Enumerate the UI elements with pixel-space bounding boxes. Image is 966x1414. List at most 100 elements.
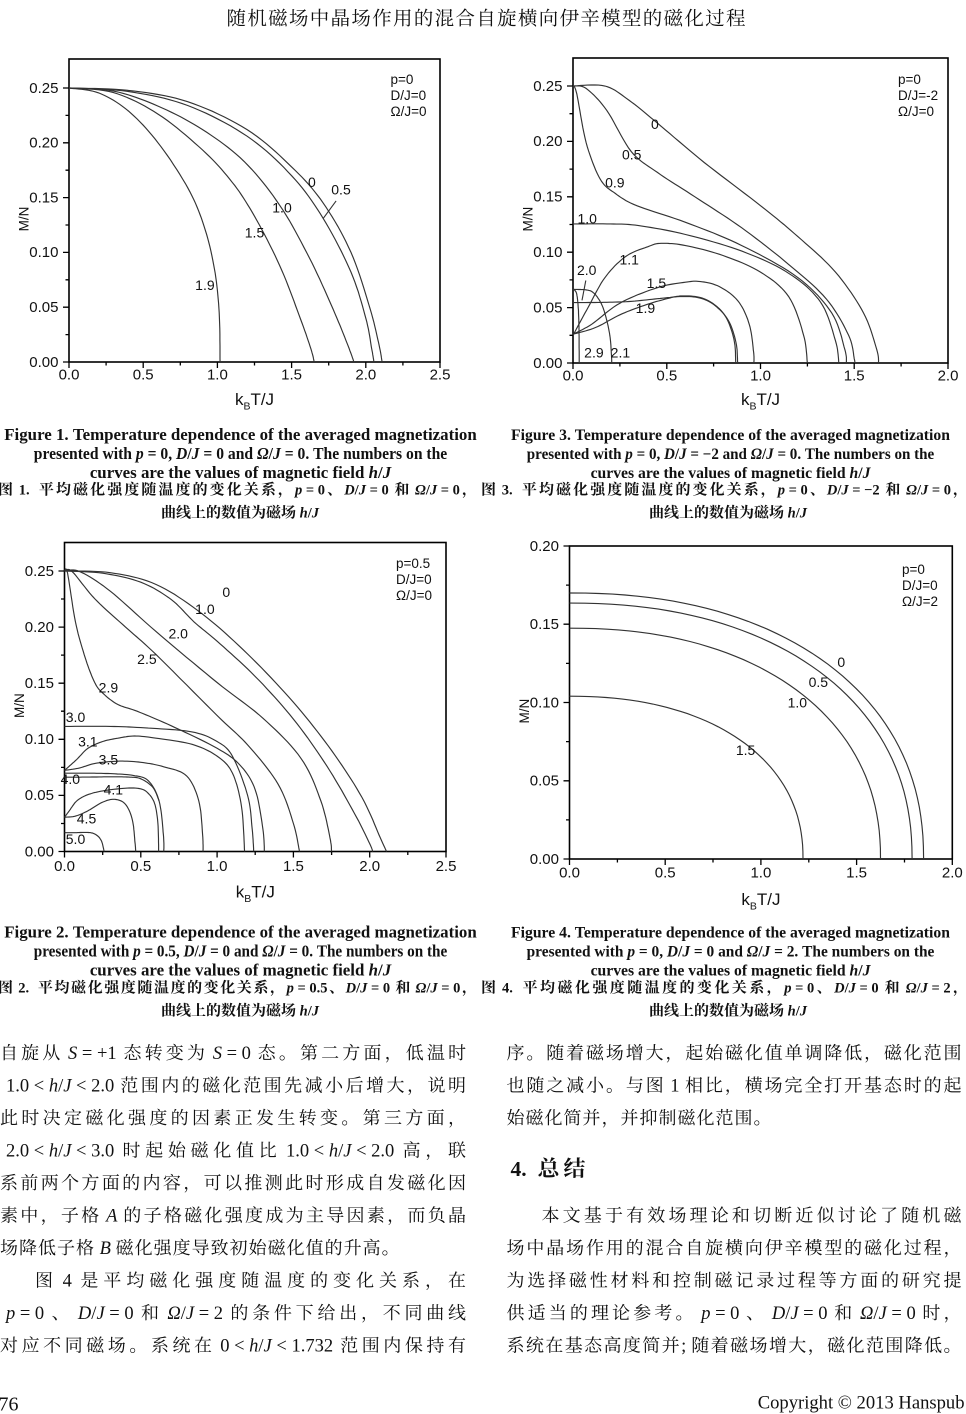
svg-text:0.25: 0.25 [533,78,562,95]
svg-text:2.5: 2.5 [137,651,157,667]
svg-text:1.0: 1.0 [788,694,808,710]
svg-text:1.0: 1.0 [195,601,215,617]
svg-text:2.0: 2.0 [168,626,188,642]
svg-text:Ω/J=0: Ω/J=0 [898,104,934,119]
svg-text:D/J=0: D/J=0 [391,88,427,103]
svg-text:A: A [102,1207,123,1227]
svg-text:p = 0: p = 0 [782,981,814,997]
svg-text:3.0: 3.0 [66,709,86,725]
svg-text:0.00: 0.00 [533,355,562,372]
svg-text:1.0: 1.0 [750,865,771,882]
svg-text:0.5: 0.5 [809,674,829,690]
svg-text:0.5: 0.5 [331,182,351,198]
svg-text:0.00: 0.00 [530,851,559,868]
svg-text:h/J: h/J [784,1004,808,1020]
svg-text:2.9: 2.9 [99,680,119,696]
svg-text:1.0: 1.0 [207,858,228,875]
svg-text:presented with p = 0.5, D/J =: presented with p = 0.5, D/J = 0 and Ω/J … [34,943,447,961]
svg-text:0: 0 [651,116,659,132]
svg-text:1.9: 1.9 [636,300,656,316]
svg-text:0.9: 0.9 [605,174,625,190]
svg-text:0.0: 0.0 [59,367,80,384]
svg-text:0.00: 0.00 [29,354,58,371]
svg-text:2.0 < h/J < 3.0: 2.0 < h/J < 3.0 [6,1142,119,1162]
svg-text:3.1: 3.1 [78,733,98,749]
svg-text:D/J=0: D/J=0 [396,572,432,587]
svg-text:4.: 4. [511,1157,527,1181]
svg-text:presented with p = 0, D/J = −2: presented with p = 0, D/J = −2 and Ω/J =… [527,446,935,463]
svg-text:1.5: 1.5 [736,742,756,758]
svg-text:0.20: 0.20 [29,135,58,152]
svg-text:presented with p = 0, D/J = 0: presented with p = 0, D/J = 0 and Ω/J = … [527,943,935,960]
svg-text:3.: 3. [498,483,520,499]
svg-text:Ω/J = 0: Ω/J = 0 [903,483,952,499]
svg-text:Figure 3. Temperature dependen: Figure 3. Temperature dependence of the … [511,427,950,444]
svg-text:Ω/J=2: Ω/J=2 [902,594,938,609]
svg-text:1.5: 1.5 [281,367,302,384]
svg-text:0.10: 0.10 [533,244,562,261]
svg-text:kBT/J: kBT/J [235,390,274,413]
svg-text:1.0 < h/J < 2.0: 1.0 < h/J < 2.0 [281,1142,398,1162]
svg-text:3.5: 3.5 [99,751,119,767]
svg-text:B: B [95,1239,116,1259]
svg-text:curves are the values of magne: curves are the values of magnetic field … [90,961,392,980]
svg-text:0.5: 0.5 [133,367,154,384]
svg-text:curves are the values of magne: curves are the values of magnetic field … [90,463,392,482]
svg-text:0.20: 0.20 [530,538,559,555]
svg-text:D/J = 0: D/J = 0 [345,981,394,997]
svg-text:2.5: 2.5 [430,367,451,384]
svg-text:p=0: p=0 [902,562,925,577]
svg-text:p=0: p=0 [898,72,921,87]
svg-text:p=0: p=0 [391,72,414,87]
svg-text:0.20: 0.20 [25,619,54,636]
svg-text:1.0: 1.0 [577,210,597,226]
svg-text:0.15: 0.15 [533,189,562,206]
svg-text:;: ; [681,1337,691,1357]
svg-text:p = 0: p = 0 [776,483,808,499]
svg-text:S = +1: S = +1 [63,1044,121,1064]
svg-text:1.0: 1.0 [272,199,292,215]
svg-text:2.0: 2.0 [942,865,963,882]
svg-text:2.1: 2.1 [611,345,631,361]
svg-text:h/J: h/J [784,506,808,522]
svg-text:D/J = 0: D/J = 0 [343,483,392,499]
svg-text:curves are the values of magne: curves are the values of magnetic field … [591,963,872,980]
svg-text:Copyright © 2013 Hanspub: Copyright © 2013 Hanspub [758,1393,965,1414]
svg-text:0: 0 [222,584,230,600]
svg-text:D/J=0: D/J=0 [902,578,938,593]
svg-text:1.0: 1.0 [207,367,228,384]
svg-text:D/J = 0: D/J = 0 [833,981,882,997]
svg-text:4.5: 4.5 [77,810,97,826]
svg-text:1: 1 [666,1077,685,1097]
svg-text:Figure 1. Temperature dependen: Figure 1. Temperature dependence of the … [4,425,477,444]
svg-text:0: 0 [308,174,316,190]
svg-text:0.00: 0.00 [25,843,54,860]
svg-text:curves are the values of magne: curves are the values of magnetic field … [591,465,872,482]
svg-text:h/J: h/J [296,1004,320,1020]
svg-text:p = 0: p = 0 [293,483,325,499]
svg-text:0.10: 0.10 [29,244,58,261]
svg-text:1.5: 1.5 [647,275,667,291]
svg-text:1.5: 1.5 [245,225,265,241]
svg-text:2.0: 2.0 [577,262,597,278]
svg-text:0.0: 0.0 [559,865,580,882]
svg-text:76: 76 [0,1394,19,1414]
svg-text:h/J: h/J [296,506,320,522]
svg-text:D/J=-2: D/J=-2 [898,88,938,103]
svg-text:2.0: 2.0 [355,367,376,384]
svg-text:0.20: 0.20 [533,133,562,150]
svg-text:0 < h/J < 1.732: 0 < h/J < 1.732 [216,1337,338,1357]
svg-text:Ω/J = 0: Ω/J = 0 [411,483,460,499]
svg-text:0.15: 0.15 [530,616,559,633]
svg-text:0.25: 0.25 [25,563,54,580]
svg-text:1.0: 1.0 [750,368,771,385]
svg-text:4.0: 4.0 [61,771,81,787]
svg-text:2.9: 2.9 [584,345,604,361]
svg-text:M/N: M/N [521,207,536,232]
svg-text:2.: 2. [15,981,37,997]
svg-text:S = 0: S = 0 [208,1044,255,1064]
svg-text:M/N: M/N [12,693,27,718]
svg-text:Ω/J = 0: Ω/J = 0 [855,1304,920,1324]
svg-text:p = 0.5: p = 0.5 [285,981,328,997]
svg-text:0.10: 0.10 [530,694,559,711]
